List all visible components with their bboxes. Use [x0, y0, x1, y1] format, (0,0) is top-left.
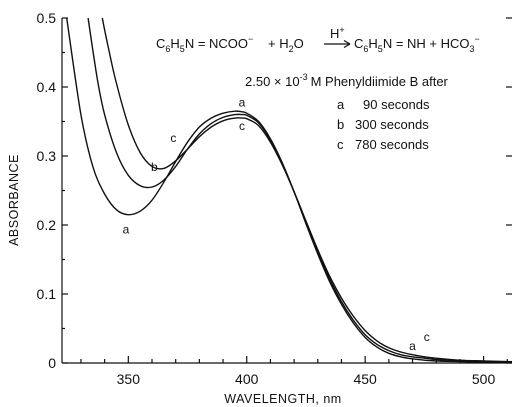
- product-charge: −: [475, 34, 480, 44]
- reaction-arrowhead: [343, 39, 351, 49]
- product-h-sub: 5: [378, 44, 383, 54]
- condition-suffix: M Phenyldiimide B after: [311, 74, 449, 89]
- product-h: H: [368, 36, 377, 51]
- curve-label-c: c: [170, 131, 176, 145]
- product-sub3: 3: [470, 44, 475, 54]
- x-tick-label: 350: [117, 371, 141, 387]
- reaction-equation: C6H5N = NCOO− + H2O H+ C6H5N = NH + HCO3…: [156, 25, 480, 54]
- y-tick-label: 0.5: [37, 10, 57, 26]
- reactant-charge: −: [248, 34, 253, 44]
- y-tick-label: 0.2: [37, 217, 57, 233]
- product-rest: N = NH + HCO: [383, 36, 470, 51]
- water-plus-h: + H: [268, 36, 289, 51]
- reactant-c: C: [156, 36, 165, 51]
- y-tick-label: 0.3: [37, 148, 57, 164]
- curve-label-a: a: [239, 95, 246, 109]
- condition-text: 2.50 × 10-3 M Phenyldiimide B after: [245, 72, 449, 89]
- axes: 0 0.1 0.2 0.3 0.4 0.5 350 400 450 500: [37, 10, 512, 387]
- curve-label-b: b: [151, 160, 158, 174]
- product-c: C: [354, 36, 363, 51]
- y-axis-title: ABSORBANCE: [7, 154, 21, 246]
- series-line-b: [87, 17, 512, 363]
- water-o: O: [294, 36, 304, 51]
- curve-label-c: c: [239, 119, 245, 133]
- condition-prefix: 2.50 × 10: [245, 74, 300, 89]
- legend-label-c: 780 seconds: [355, 137, 429, 152]
- curve-label-a: a: [409, 339, 416, 353]
- reactant-c-sub: 6: [165, 44, 170, 54]
- reactant-h: H: [170, 36, 179, 51]
- svg-text:C6H5N = NH + HCO3−: C6H5N = NH + HCO3−: [354, 34, 480, 54]
- legend-key-b: b: [337, 117, 344, 132]
- x-tick-label: 400: [235, 371, 259, 387]
- water-sub: 2: [289, 44, 294, 54]
- legend-key-c: c: [337, 137, 344, 152]
- series-line-a: [66, 17, 512, 363]
- condition-exp: -3: [300, 72, 308, 82]
- curve-label-c: c: [424, 330, 430, 344]
- x-tick-label: 450: [353, 371, 377, 387]
- catalyst-charge: +: [339, 25, 344, 35]
- legend-label-b: 300 seconds: [355, 117, 429, 132]
- svg-text:+ H2O: + H2O: [268, 36, 304, 54]
- legend-key-a: a: [337, 97, 345, 112]
- y-tick-label: 0.1: [37, 286, 57, 302]
- catalyst-h: H: [330, 26, 339, 41]
- reactant-rest: N = NCOO: [185, 36, 248, 51]
- svg-text:C6H5N = NCOO−: C6H5N = NCOO−: [156, 34, 253, 54]
- series-line-c: [101, 17, 512, 363]
- svg-text:H+: H+: [330, 25, 345, 41]
- curves: [66, 17, 512, 363]
- x-tick-label: 500: [472, 371, 496, 387]
- legend-label-a: 90 seconds: [363, 97, 430, 112]
- legend: a 90 seconds b 300 seconds c 780 seconds: [337, 97, 430, 152]
- y-tick-label: 0.4: [37, 79, 57, 95]
- y-tick-label: 0: [48, 355, 56, 371]
- reactant-h-sub: 5: [180, 44, 185, 54]
- x-axis-title: WAVELENGTH, nm: [224, 392, 341, 406]
- curve-label-a: a: [123, 222, 130, 236]
- product-c-sub: 6: [363, 44, 368, 54]
